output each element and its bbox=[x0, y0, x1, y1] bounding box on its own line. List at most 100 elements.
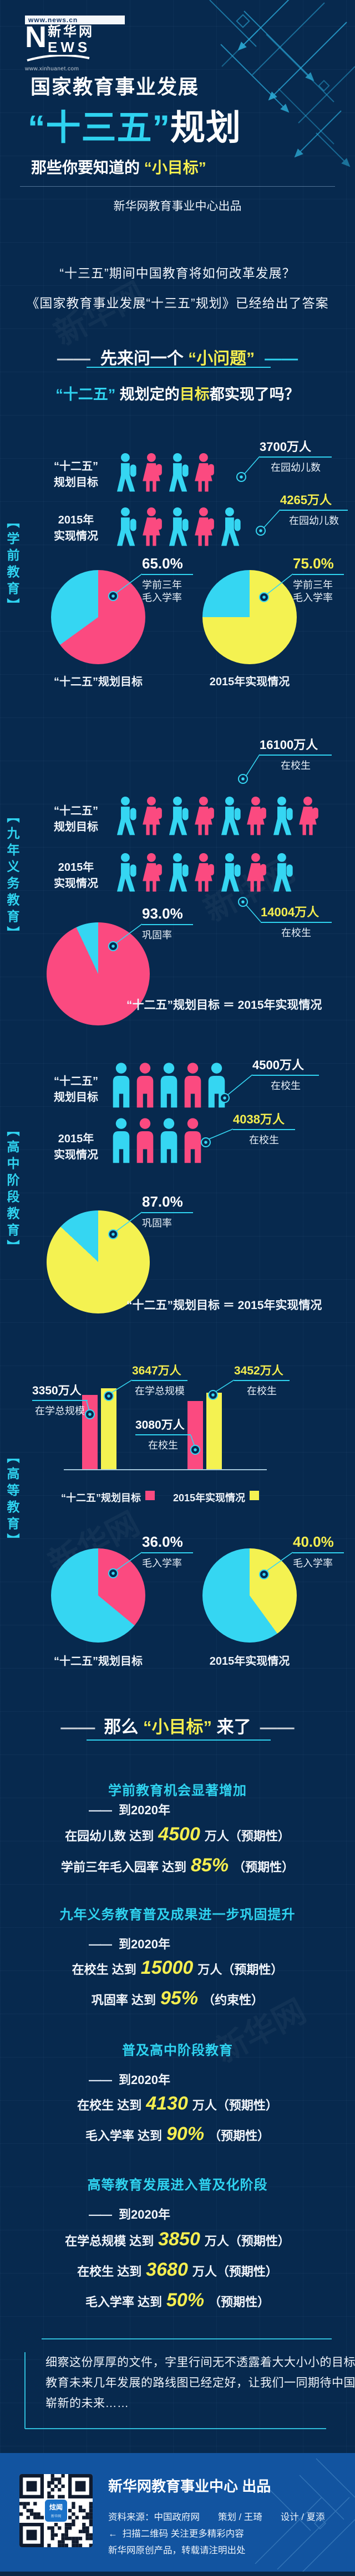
header-divider bbox=[20, 186, 335, 187]
callout-number: 14004万人 bbox=[261, 905, 320, 919]
row-label-line1: “十二五” bbox=[54, 460, 98, 473]
goal-item: 毛入学率 达到 90% （预期性） bbox=[0, 2123, 355, 2145]
item-pre: 在学总规模 达到 bbox=[65, 2234, 154, 2248]
goal-title-1: 学前教育机会显著增加 bbox=[108, 1783, 247, 1798]
pie-preschool-actual bbox=[202, 570, 297, 664]
callout-pie-nine: 93.0% 巩固率 bbox=[142, 906, 193, 942]
footer-bottom-strip bbox=[0, 2572, 355, 2576]
row-label-target: “十二五” 规划目标 bbox=[45, 459, 106, 491]
row-label-line1: “十二五” bbox=[54, 1075, 98, 1087]
equals-note: “十二五”规划目标 ＝ 2015年实现情况 bbox=[126, 999, 322, 1012]
bar-baseline bbox=[64, 1469, 267, 1470]
person-icon bbox=[143, 797, 162, 835]
item-pre: 在校生 达到 bbox=[77, 2265, 142, 2279]
callout-sub: 学前三年 毛入学率 bbox=[142, 579, 193, 605]
person-icon bbox=[116, 853, 136, 892]
legend-actual-swatch bbox=[250, 1491, 259, 1500]
callout-pie-hs: 87.0% 巩固率 bbox=[142, 1194, 193, 1230]
xinhuanet-logo: www.news.cn N 新华网 EWS www.xinhuanet.com bbox=[25, 16, 125, 72]
item-value: 95% bbox=[160, 1988, 199, 2009]
bar-actual-students bbox=[206, 1393, 222, 1469]
callout-rule bbox=[293, 1552, 344, 1553]
goal-title-4: 高等教育发展进入普及化阶段 bbox=[87, 2178, 268, 2193]
person-icon bbox=[143, 853, 162, 892]
sub-line1: 学前三年 bbox=[142, 579, 182, 591]
byline: 新华网教育事业中心出品 bbox=[113, 200, 242, 213]
callout-hs-actual: 4038万人 在校生 bbox=[233, 1113, 295, 1147]
question-line: “十二五” 规划定的目标都实现了吗？ bbox=[0, 382, 355, 404]
person-icon bbox=[169, 507, 189, 546]
callout-number: 4500万人 bbox=[252, 1058, 304, 1072]
goals-prefix: 那么 bbox=[104, 1717, 143, 1737]
callout-rule bbox=[261, 922, 332, 923]
callout-sub: 巩固率 bbox=[142, 1218, 172, 1229]
ask-prefix: 先来问一个 bbox=[100, 350, 189, 368]
left-arrow-icon: ← bbox=[108, 2529, 118, 2539]
goal-when-text: 到2020年 bbox=[119, 2208, 170, 2221]
goal-item: 毛入学率 达到 50% （预期性） bbox=[0, 2290, 355, 2311]
callout-nine-actual: 14004万人 在校生 bbox=[261, 906, 332, 940]
footer-credits: 资料来源：中国政府网 策划 / 王琦 设计 / 夏添 bbox=[108, 2512, 325, 2522]
item-suf: 万人（预期性） bbox=[204, 2234, 290, 2248]
goal-when-1: —— 到2020年 bbox=[89, 1803, 170, 1817]
sub-line2: 毛入学率 bbox=[142, 592, 182, 604]
logo-url-bottom: www.xinhuanet.com bbox=[25, 66, 79, 72]
goal-item: 在学总规模 达到 3850 万人（预期性） bbox=[0, 2229, 355, 2250]
callout-sub: 毛入学率 bbox=[293, 1558, 333, 1569]
item-value: 90% bbox=[166, 2123, 205, 2144]
subtitle-accent: “小目标” bbox=[144, 159, 206, 176]
pie-preschool-target bbox=[51, 570, 145, 664]
row-label-line2: 实现情况 bbox=[54, 530, 98, 542]
goal-when-text: 到2020年 bbox=[119, 1803, 170, 1817]
row-label-line2: 规划目标 bbox=[54, 1091, 98, 1104]
callout-sub: 在学总规模 bbox=[35, 1405, 85, 1417]
item-pre: 在园幼儿数 达到 bbox=[65, 1829, 154, 1843]
callout-pie-preschool-actual: 75.0% 学前三年 毛入学率 bbox=[293, 556, 344, 605]
item-suf: 万人（预期性） bbox=[192, 2098, 278, 2112]
person-icon bbox=[169, 797, 189, 835]
title-rest: 规划 bbox=[170, 109, 241, 147]
dash-right: —— bbox=[265, 350, 298, 368]
callout-pie-higher-target: 36.0% 毛入学率 bbox=[142, 1535, 193, 1570]
title-accent: “十三五” bbox=[28, 109, 170, 147]
question-accent: “十二五” bbox=[55, 386, 116, 403]
callout-sub: 在园幼儿数 bbox=[271, 462, 321, 473]
goal-when-text: 到2020年 bbox=[119, 2073, 170, 2087]
callout-number: 16100万人 bbox=[260, 738, 318, 752]
callout-rule bbox=[135, 1434, 191, 1435]
bar-target-scale bbox=[82, 1395, 98, 1469]
goal-item: 在校生 达到 4130 万人（预期性） bbox=[0, 2093, 355, 2115]
person-icon bbox=[247, 853, 266, 892]
person-icon bbox=[221, 507, 241, 546]
legend-target-label: “十二五”规划目标 bbox=[61, 1492, 141, 1503]
pie-label-target: “十二五”规划目标 bbox=[54, 1655, 143, 1667]
item-value: 3850 bbox=[158, 2229, 200, 2250]
row-label-line2: 实现情况 bbox=[54, 878, 98, 890]
item-value: 4130 bbox=[146, 2093, 188, 2114]
person-icon bbox=[116, 453, 136, 492]
outro-line-1: 细察这份厚厚的文件，字里行间无不透露着大大小小的目标， bbox=[45, 2356, 355, 2369]
callout-rule bbox=[252, 1075, 319, 1076]
goal-item: 学前三年毛入园率 达到 85% （预期性） bbox=[0, 1855, 355, 1876]
callout-number: 65.0% bbox=[142, 555, 183, 572]
callout-number: 3080万人 bbox=[135, 1419, 185, 1431]
svg-text:炫闻: 炫闻 bbox=[49, 2503, 63, 2511]
person-icon bbox=[160, 1118, 178, 1163]
row-label-actual: 2015年 实现情况 bbox=[45, 860, 106, 892]
dash-left: —— bbox=[57, 350, 90, 368]
callout-number: 4038万人 bbox=[233, 1112, 285, 1126]
callout-rule bbox=[293, 574, 344, 575]
ask-underline bbox=[87, 367, 271, 368]
person-icon bbox=[221, 797, 241, 835]
callout-pie-preschool-target: 65.0% 学前三年 毛入学率 bbox=[142, 556, 193, 605]
person-icon bbox=[184, 1063, 201, 1108]
pie-label-target: “十二五”规划目标 bbox=[54, 676, 143, 688]
callout-rule bbox=[260, 755, 332, 756]
goal-item: 巩固率 达到 95% （约束性） bbox=[0, 1988, 355, 2009]
callout-rule bbox=[132, 1380, 187, 1381]
goals-header: —— 那么 “小目标” 来了 —— bbox=[0, 1713, 355, 1738]
pictogram-preschool-target bbox=[114, 453, 218, 492]
logo-n: N bbox=[25, 20, 47, 54]
item-pre: 学前三年毛入园率 达到 bbox=[60, 1860, 187, 1874]
goal-when-3: —— 到2020年 bbox=[89, 2073, 170, 2087]
